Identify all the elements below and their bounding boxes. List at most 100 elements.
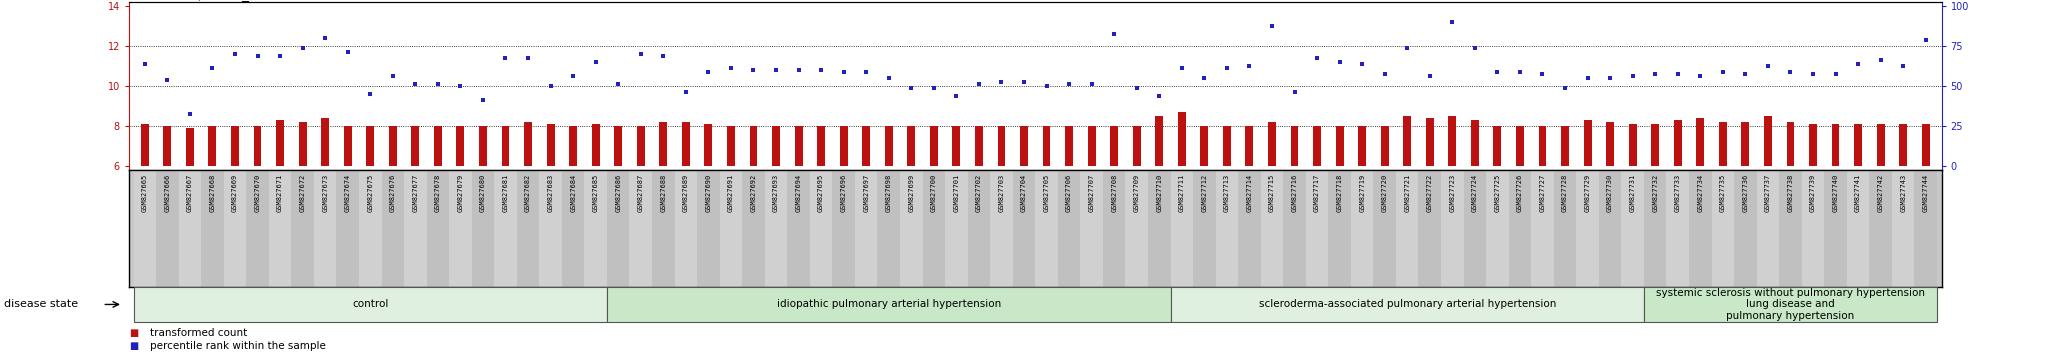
Point	[1458, 45, 1491, 51]
Bar	[201, 170, 223, 287]
Bar	[1735, 170, 1757, 287]
Bar	[885, 126, 893, 166]
Text: GSM827719: GSM827719	[1360, 173, 1366, 212]
Text: GSM827668: GSM827668	[209, 173, 215, 212]
Point	[1503, 69, 1536, 75]
Bar	[1042, 126, 1051, 166]
Point	[1255, 23, 1288, 29]
Text: GSM827726: GSM827726	[1518, 173, 1524, 212]
Bar	[975, 126, 983, 166]
Text: GSM827672: GSM827672	[299, 173, 305, 212]
Text: GSM827717: GSM827717	[1315, 173, 1321, 212]
Bar	[1470, 120, 1479, 166]
Text: GSM827694: GSM827694	[795, 173, 801, 212]
Bar	[1673, 120, 1681, 166]
Bar	[254, 126, 262, 166]
Bar	[1419, 170, 1442, 287]
Point	[1323, 59, 1356, 65]
Text: GSM827723: GSM827723	[1450, 173, 1456, 212]
Bar	[629, 170, 651, 287]
Bar	[389, 126, 397, 166]
Bar	[1081, 170, 1104, 287]
Point	[647, 53, 680, 59]
Text: GSM827704: GSM827704	[1022, 173, 1026, 212]
Bar	[967, 170, 989, 287]
Bar	[862, 126, 870, 166]
Bar	[1651, 124, 1659, 166]
Point	[242, 53, 274, 59]
Point	[1436, 19, 1468, 25]
Bar	[1358, 126, 1366, 166]
Point	[1886, 63, 1919, 69]
Point	[895, 85, 928, 91]
Point	[670, 89, 702, 95]
Bar	[584, 170, 606, 287]
Point	[1391, 45, 1423, 51]
Point	[1233, 63, 1266, 69]
Bar	[1200, 126, 1208, 166]
Point	[1143, 93, 1176, 99]
Text: GSM827686: GSM827686	[614, 173, 621, 212]
Point	[1278, 89, 1311, 95]
Bar	[1622, 170, 1645, 287]
Text: GSM827678: GSM827678	[434, 173, 440, 212]
Text: GSM827731: GSM827731	[1630, 173, 1636, 212]
Bar	[1763, 116, 1772, 166]
Point	[1661, 71, 1694, 77]
Bar	[1217, 170, 1239, 287]
Point	[1683, 73, 1716, 79]
Bar	[1034, 170, 1059, 287]
Text: GSM827697: GSM827697	[862, 173, 868, 212]
Bar	[809, 170, 831, 287]
Point	[985, 79, 1018, 85]
Point	[1008, 79, 1040, 85]
Bar	[1554, 170, 1577, 287]
Point	[1706, 69, 1739, 75]
Point	[489, 55, 522, 61]
Text: GSM827670: GSM827670	[254, 173, 260, 212]
Text: ■: ■	[129, 328, 139, 338]
Bar	[1133, 126, 1141, 166]
Text: GSM827701: GSM827701	[954, 173, 958, 212]
Text: transformed count: transformed count	[150, 328, 246, 338]
Text: GSM827728: GSM827728	[1563, 173, 1569, 212]
Bar	[1825, 170, 1847, 287]
Text: GSM827707: GSM827707	[1090, 173, 1094, 212]
Point	[399, 81, 432, 87]
Text: GSM827667: GSM827667	[186, 173, 193, 212]
Bar	[524, 122, 532, 166]
Point	[580, 59, 612, 65]
Bar	[997, 126, 1006, 166]
Text: GSM827741: GSM827741	[1855, 173, 1862, 212]
Text: GSM827673: GSM827673	[322, 173, 328, 212]
Point	[1053, 81, 1085, 87]
Text: GSM827692: GSM827692	[750, 173, 756, 212]
Point	[1774, 69, 1806, 75]
Bar	[930, 126, 938, 166]
Point	[1638, 71, 1671, 77]
Text: GSM827700: GSM827700	[932, 173, 936, 212]
Bar	[877, 170, 899, 287]
Bar	[1628, 124, 1636, 166]
Bar	[1802, 170, 1825, 287]
Bar	[494, 170, 516, 287]
Bar	[1538, 126, 1546, 166]
Bar	[1245, 126, 1253, 166]
Text: GSM827713: GSM827713	[1225, 173, 1231, 212]
Bar	[1059, 170, 1081, 287]
Bar	[1268, 122, 1276, 166]
Text: GSM827674: GSM827674	[344, 173, 350, 212]
Bar	[741, 170, 764, 287]
Bar	[1516, 126, 1524, 166]
Bar	[1262, 170, 1284, 287]
Bar	[1313, 126, 1321, 166]
Bar	[358, 170, 381, 287]
Bar	[1171, 170, 1194, 287]
Bar	[336, 170, 358, 287]
Text: GSM827680: GSM827680	[479, 173, 485, 212]
FancyBboxPatch shape	[1645, 287, 1937, 322]
Bar	[1403, 116, 1411, 166]
Text: GSM827737: GSM827737	[1765, 173, 1772, 212]
Point	[1210, 65, 1243, 71]
Bar	[1239, 170, 1262, 287]
